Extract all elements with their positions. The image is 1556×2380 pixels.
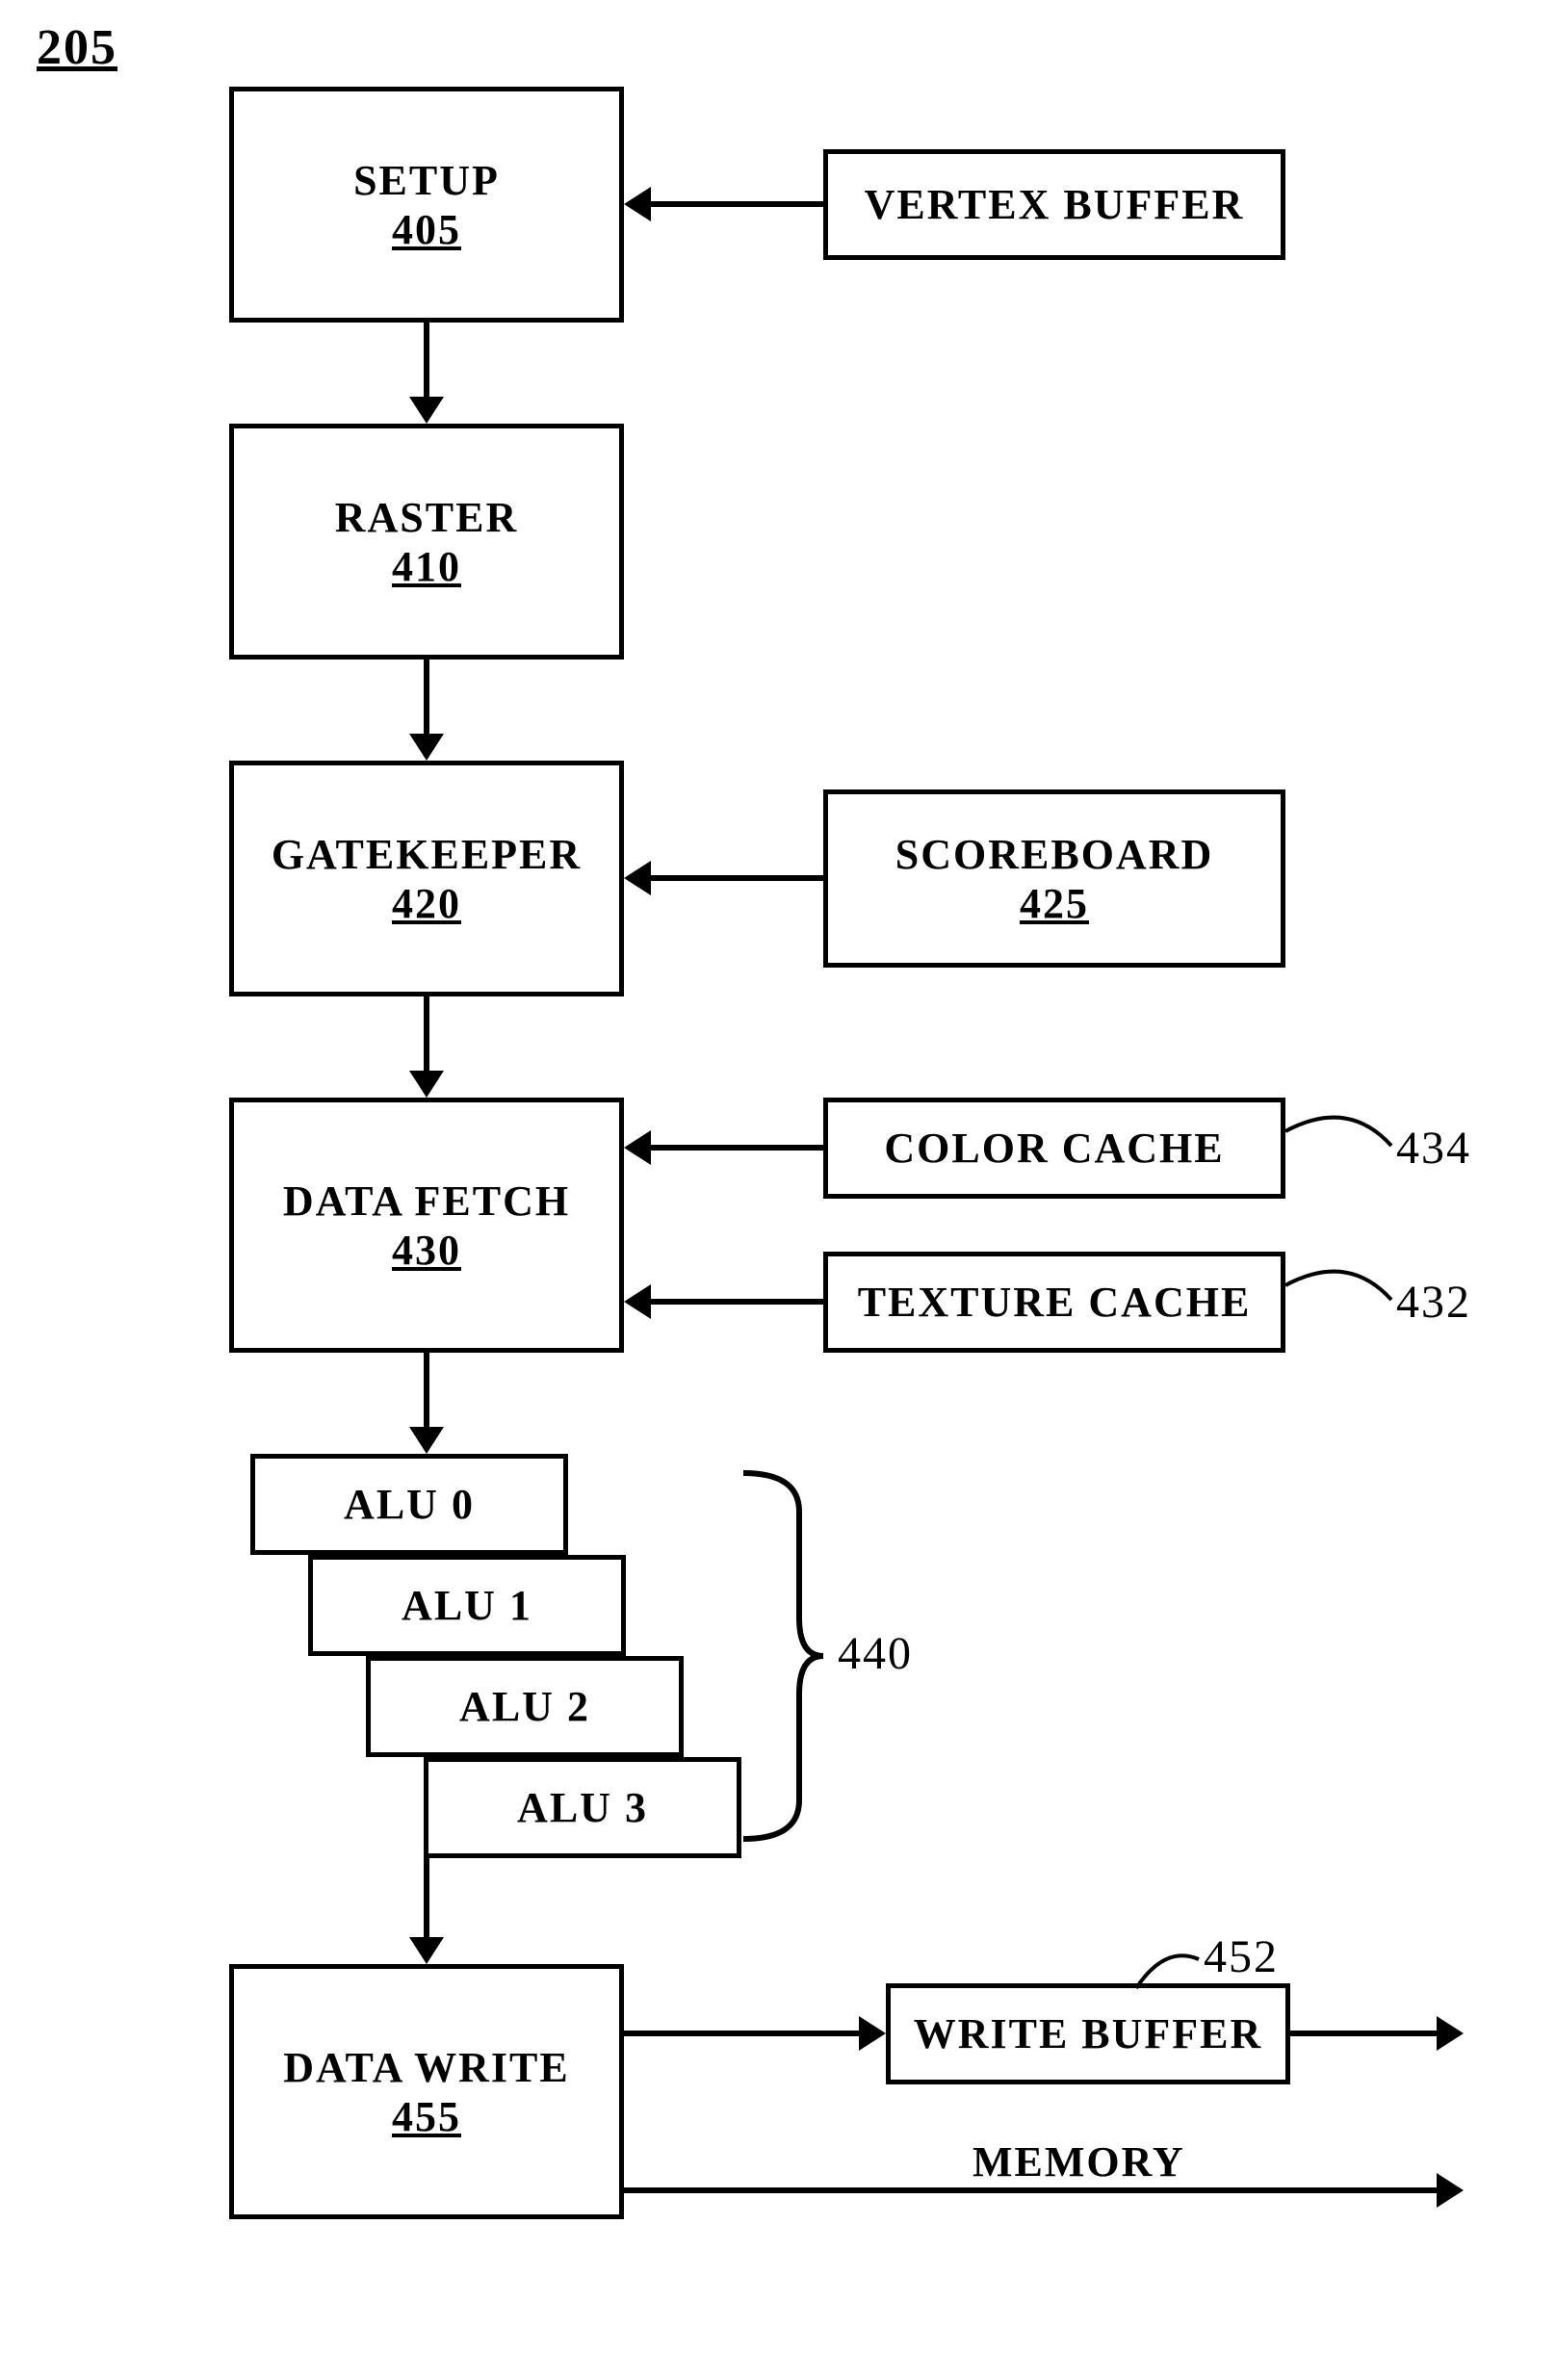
gatekeeper-box: GATEKEEPER 420 xyxy=(229,761,624,996)
colorcache-title: COLOR CACHE xyxy=(884,1124,1224,1173)
writebuffer-title: WRITE BUFFER xyxy=(914,2009,1263,2058)
alu3-box: ALU 3 xyxy=(424,1757,741,1858)
alu2-title: ALU 2 xyxy=(459,1682,590,1731)
alu-group-label: 440 xyxy=(838,1627,913,1680)
memory-label: MEMORY xyxy=(972,2137,1185,2186)
setup-box: SETUP 405 xyxy=(229,87,624,323)
diagram-canvas: 205 SETUP 405 VERTEX BUFFER RASTER 410 G… xyxy=(0,0,1556,2380)
texturecache-title: TEXTURE CACHE xyxy=(858,1278,1252,1327)
alu-group-text: 440 xyxy=(838,1628,913,1679)
colorcache-ref-text: 434 xyxy=(1396,1123,1471,1174)
gatekeeper-ref: 420 xyxy=(392,879,461,928)
scoreboard-ref: 425 xyxy=(1020,879,1089,928)
vertex-title: VERTEX BUFFER xyxy=(865,180,1245,229)
alu3-title: ALU 3 xyxy=(517,1783,648,1832)
datawrite-box: DATA WRITE 455 xyxy=(229,1964,624,2219)
writebuffer-ref-text: 452 xyxy=(1204,1931,1279,1982)
texturecache-ref-text: 432 xyxy=(1396,1277,1471,1328)
writebuffer-box: WRITE BUFFER xyxy=(886,1983,1290,2084)
datafetch-ref: 430 xyxy=(392,1226,461,1275)
alu2-box: ALU 2 xyxy=(366,1656,684,1757)
gatekeeper-title: GATEKEEPER xyxy=(272,830,582,879)
alu0-box: ALU 0 xyxy=(250,1454,568,1555)
datawrite-title: DATA WRITE xyxy=(283,2043,570,2092)
alu1-title: ALU 1 xyxy=(402,1581,532,1630)
datafetch-box: DATA FETCH 430 xyxy=(229,1098,624,1353)
memory-text: MEMORY xyxy=(972,2138,1185,2186)
texturecache-ref-label: 432 xyxy=(1396,1276,1471,1329)
alu0-title: ALU 0 xyxy=(344,1480,475,1529)
alu1-box: ALU 1 xyxy=(308,1555,626,1656)
setup-ref: 405 xyxy=(392,205,461,254)
colorcache-box: COLOR CACHE xyxy=(823,1098,1285,1199)
datawrite-ref: 455 xyxy=(392,2092,461,2141)
writebuffer-ref-label: 452 xyxy=(1204,1930,1279,1983)
vertex-buffer-box: VERTEX BUFFER xyxy=(823,149,1285,260)
raster-ref: 410 xyxy=(392,542,461,591)
colorcache-ref-label: 434 xyxy=(1396,1122,1471,1175)
scoreboard-title: SCOREBOARD xyxy=(895,830,1214,879)
texturecache-box: TEXTURE CACHE xyxy=(823,1252,1285,1353)
setup-title: SETUP xyxy=(353,156,500,205)
figure-ref: 205 xyxy=(37,19,117,76)
figure-ref-text: 205 xyxy=(37,20,117,75)
raster-title: RASTER xyxy=(335,493,519,542)
scoreboard-box: SCOREBOARD 425 xyxy=(823,789,1285,968)
raster-box: RASTER 410 xyxy=(229,424,624,660)
datafetch-title: DATA FETCH xyxy=(283,1177,570,1226)
